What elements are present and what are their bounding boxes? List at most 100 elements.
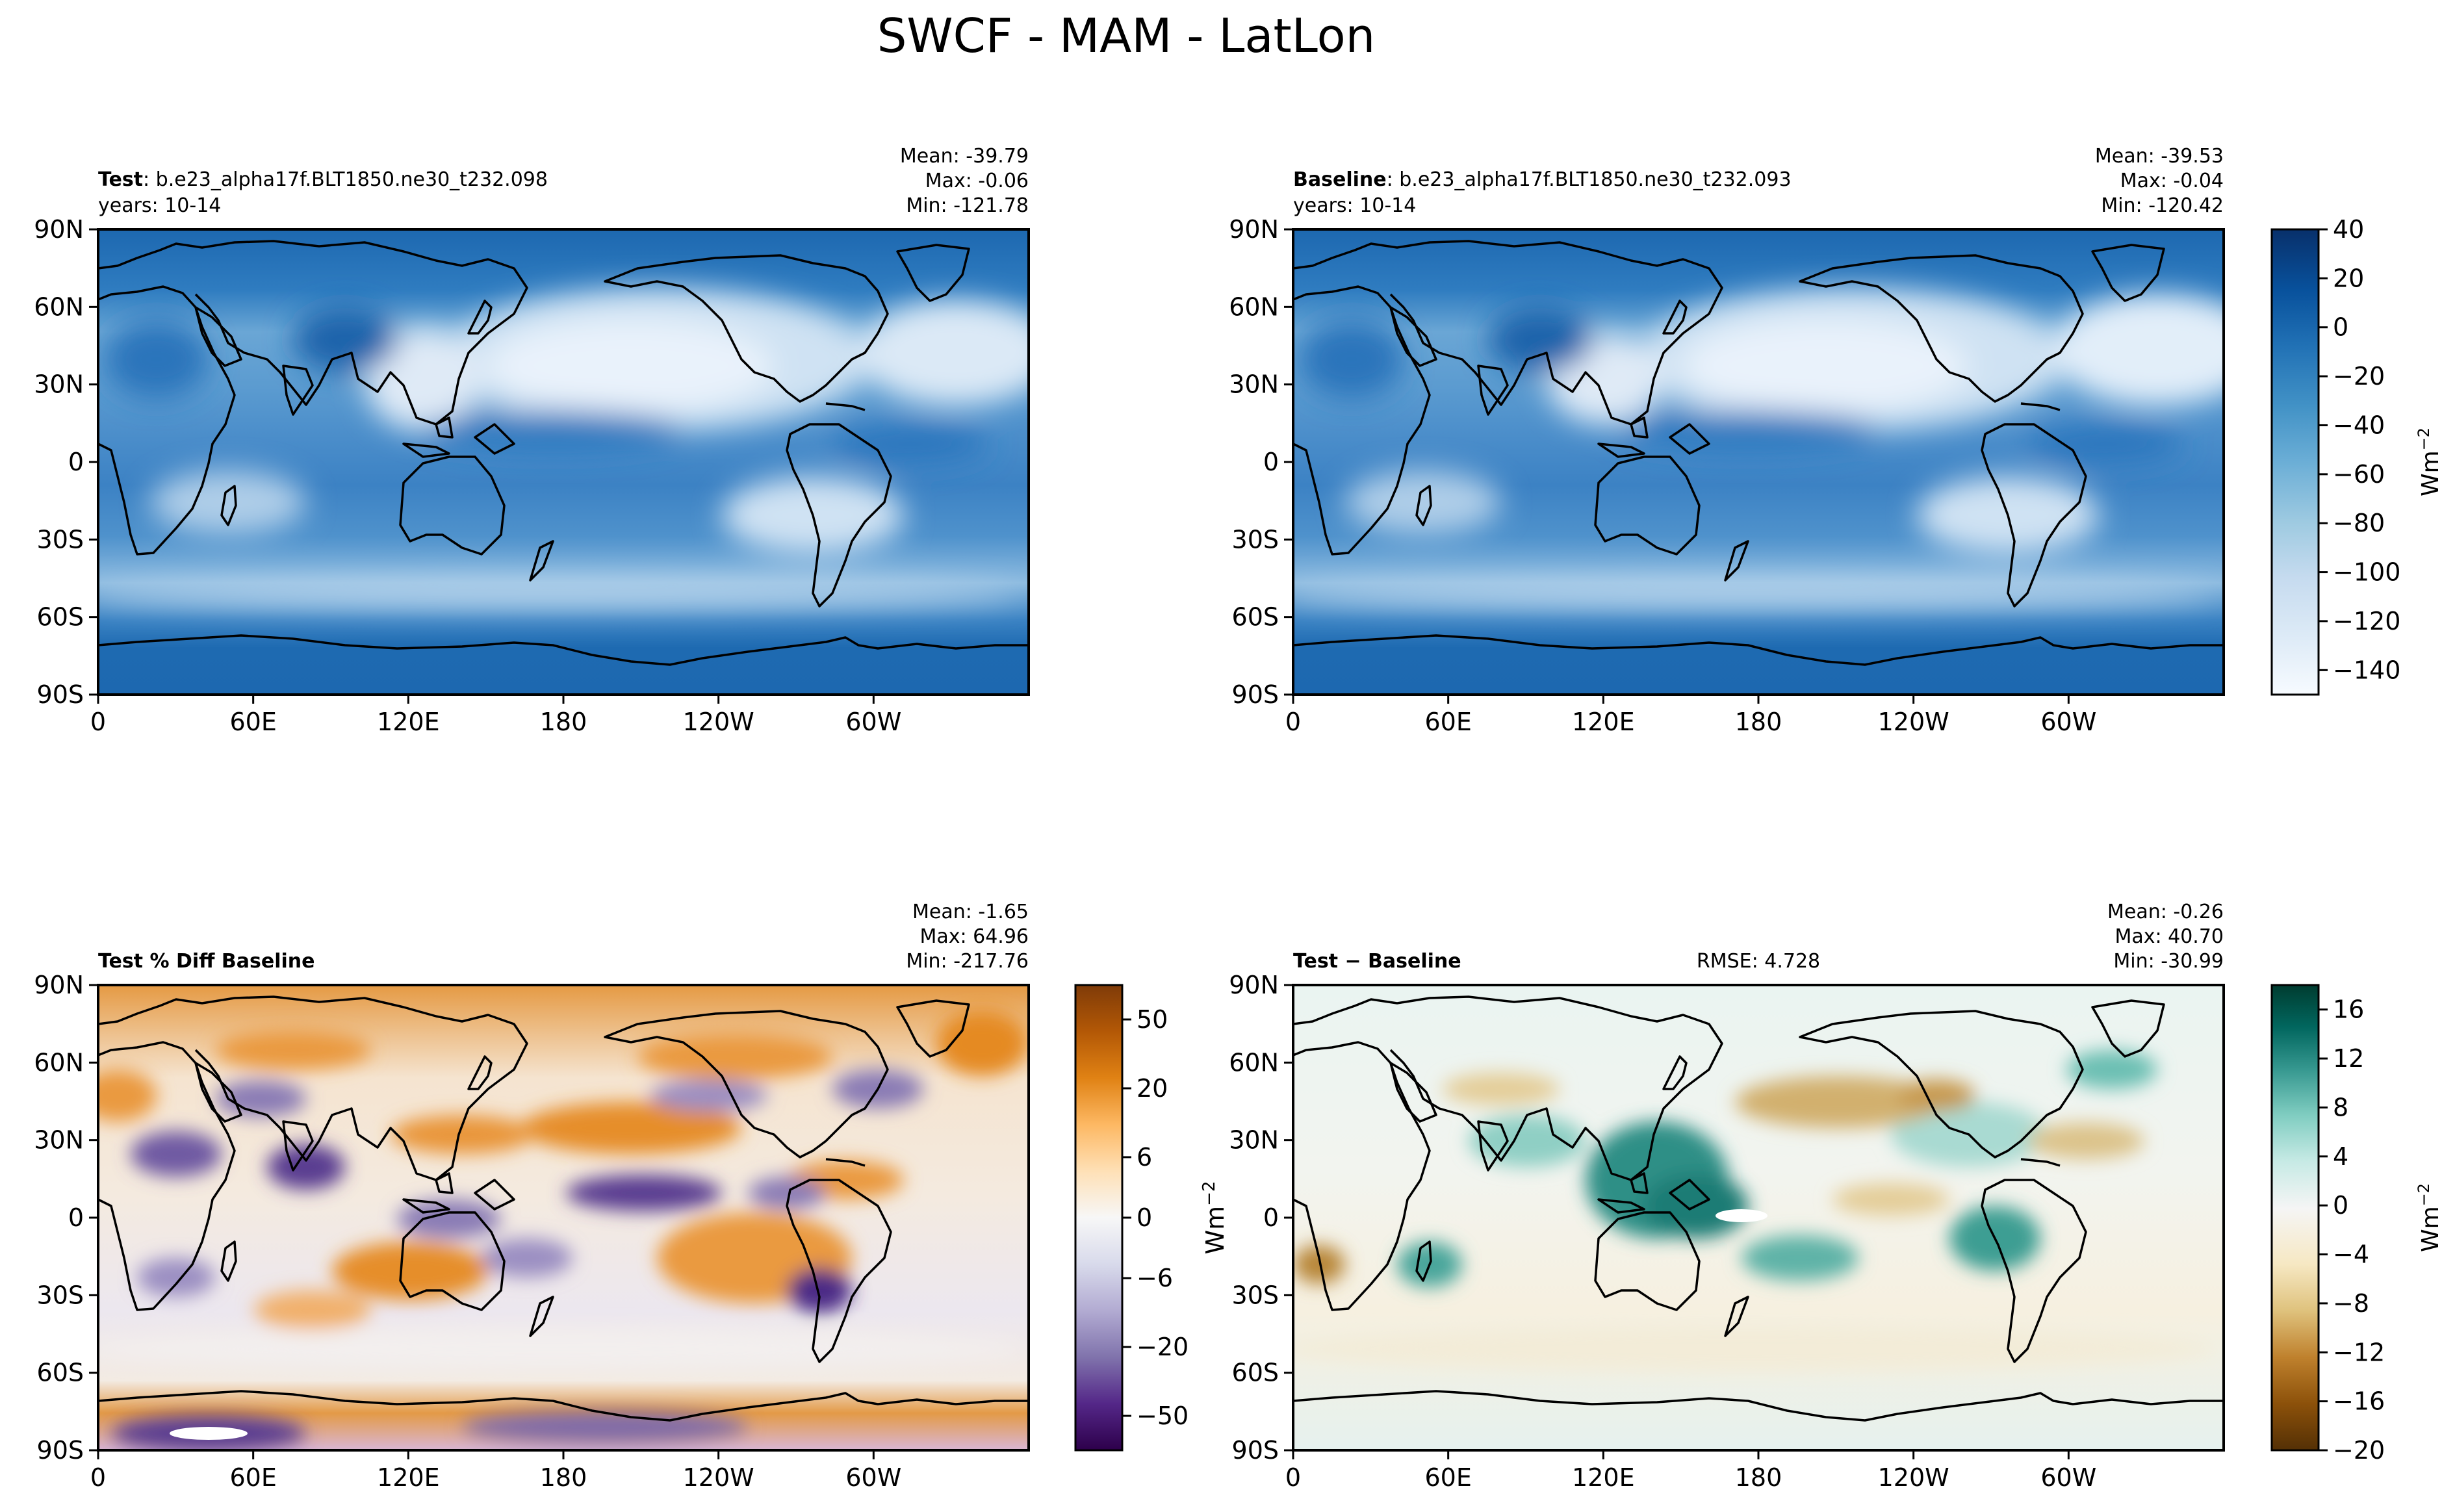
panel-pct-diff — [97, 984, 1030, 1452]
map-field-diff — [1293, 985, 2224, 1450]
y-tick-label-pct-diff: 90S — [37, 1436, 84, 1465]
colorbar-tick-label-baseline: −120 — [2333, 607, 2400, 635]
colorbar-tick-label-pct-diff: −20 — [1137, 1333, 1189, 1361]
y-tick-label-diff: 30S — [1232, 1281, 1279, 1309]
colorbar-tick-label-baseline: −100 — [2333, 558, 2400, 587]
x-tick-label-diff: 60E — [1424, 1463, 1471, 1492]
y-tick-label-test: 30S — [37, 525, 84, 554]
x-tick-label-test: 180 — [540, 708, 587, 736]
y-tick-label-test: 60S — [37, 603, 84, 632]
y-tick-label-test: 90N — [34, 215, 84, 244]
baseline-years: years: 10-14 — [1293, 194, 1416, 217]
map-field-baseline — [1293, 229, 2224, 695]
panel-diff — [1292, 984, 2225, 1452]
x-tick-label-baseline: 120E — [1572, 708, 1635, 736]
colorbar-tick-label-diff: −8 — [2333, 1289, 2369, 1318]
test-mean: Mean: -39.79 — [900, 145, 1029, 168]
x-tick-label-baseline: 60W — [2040, 708, 2096, 736]
colorbar-tick-label-diff: −20 — [2333, 1436, 2385, 1465]
x-tick-label-diff: 180 — [1735, 1463, 1782, 1492]
colorbar-tick-label-diff: 0 — [2333, 1191, 2348, 1220]
colorbar-pct-diff: 50 20 6 0 −6 −20 −50 — [1074, 984, 1189, 1452]
y-tick-label-baseline: 90S — [1232, 680, 1279, 709]
test-years: years: 10-14 — [98, 194, 221, 217]
diff-mean: Mean: -0.26 — [2107, 901, 2224, 923]
figure-title: SWCF - MAM - LatLon — [877, 8, 1376, 63]
pct-diff-max: Max: 64.96 — [919, 925, 1029, 948]
test-max: Max: -0.06 — [925, 170, 1029, 192]
colorbar-diff-label: Wm−2 — [2415, 1183, 2444, 1252]
x-tick-label-test: 120W — [683, 708, 754, 736]
x-tick-label-test: 60W — [845, 708, 901, 736]
colorbar-tick-label-diff: −4 — [2333, 1240, 2369, 1269]
y-tick-label-test: 90S — [37, 680, 84, 709]
colorbar-tick-label-diff: 12 — [2333, 1044, 2364, 1073]
colorbar-diff: 16 12 8 4 0 −4 −8 −12 −16 −20 Wm−2 — [2270, 984, 2444, 1465]
pct-diff-title: Test % Diff Baseline — [98, 950, 315, 973]
x-tick-label-pct-diff: 0 — [90, 1463, 106, 1492]
x-tick-label-pct-diff: 120W — [683, 1463, 754, 1492]
colorbar-tick-label-baseline: −80 — [2333, 509, 2385, 537]
panel-test — [97, 228, 1030, 696]
colorbar-tick-label-pct-diff: 6 — [1137, 1143, 1152, 1172]
y-tick-label-test: 30N — [34, 370, 84, 399]
test-title: Test: b.e23_alpha17f.BLT1850.ne30_t232.0… — [98, 168, 548, 191]
colorbar-tick-label-baseline: −40 — [2333, 411, 2385, 439]
diff-min: Min: -30.99 — [2113, 950, 2224, 973]
colorbar-tick-label-pct-diff: −6 — [1137, 1264, 1173, 1292]
test-min: Min: -121.78 — [906, 194, 1029, 217]
y-tick-label-diff: 60N — [1229, 1048, 1279, 1077]
map-field-test — [98, 229, 1029, 695]
x-tick-label-diff: 120W — [1878, 1463, 1949, 1492]
x-tick-label-baseline: 120W — [1878, 708, 1949, 736]
colorbar-tick-label-pct-diff: 50 — [1137, 1005, 1168, 1034]
y-tick-label-baseline: 30S — [1232, 525, 1279, 554]
diff-title: Test − Baseline — [1293, 950, 1461, 973]
diff-rmse: RMSE: 4.728 — [1697, 950, 1820, 973]
diff-y-axis-label: Wm−2 — [1200, 1181, 1229, 1255]
test-title-bold: Test — [98, 168, 143, 191]
y-tick-label-pct-diff: 30N — [34, 1126, 84, 1155]
colorbar-tick-label-pct-diff: −50 — [1137, 1402, 1189, 1430]
x-tick-label-pct-diff: 120E — [377, 1463, 440, 1492]
pct-diff-min: Min: -217.76 — [906, 950, 1029, 973]
y-tick-label-diff: 90N — [1229, 971, 1279, 999]
x-tick-label-baseline: 0 — [1285, 708, 1301, 736]
colorbar-tick-label-baseline: −20 — [2333, 362, 2385, 391]
colorbar-tick-label-pct-diff: 0 — [1137, 1203, 1152, 1232]
colorbar-tick-label-baseline: −60 — [2333, 460, 2385, 489]
colorbar-baseline-label: Wm−2 — [2415, 428, 2444, 496]
baseline-min: Min: -120.42 — [2101, 194, 2224, 217]
colorbar-tick-label-baseline: −140 — [2333, 656, 2400, 684]
y-tick-label-baseline: 90N — [1229, 215, 1279, 244]
diff-max: Max: 40.70 — [2114, 925, 2224, 948]
baseline-max: Max: -0.04 — [2120, 170, 2224, 192]
y-tick-label-baseline: 60S — [1232, 603, 1279, 632]
baseline-title: Baseline: b.e23_alpha17f.BLT1850.ne30_t2… — [1293, 168, 1792, 191]
colorbar-tick-label-diff: −12 — [2333, 1338, 2385, 1366]
y-tick-label-diff: 90S — [1232, 1436, 1279, 1465]
x-tick-label-pct-diff: 60E — [229, 1463, 276, 1492]
colorbar-tick-label-pct-diff: 20 — [1137, 1074, 1168, 1103]
x-tick-label-diff: 60W — [2040, 1463, 2096, 1492]
x-tick-label-baseline: 180 — [1735, 708, 1782, 736]
x-tick-label-diff: 120E — [1572, 1463, 1635, 1492]
y-tick-label-pct-diff: 90N — [34, 971, 84, 999]
x-tick-label-baseline: 60E — [1424, 708, 1471, 736]
x-tick-label-pct-diff: 60W — [845, 1463, 901, 1492]
y-tick-label-pct-diff: 0 — [68, 1203, 84, 1232]
y-tick-label-diff: 60S — [1232, 1359, 1279, 1387]
colorbar-tick-label-baseline: 20 — [2333, 264, 2364, 292]
y-tick-label-test: 0 — [68, 448, 84, 476]
colorbar-tick-label-diff: 8 — [2333, 1093, 2348, 1121]
y-tick-label-diff: 0 — [1263, 1203, 1279, 1232]
x-tick-label-test: 60E — [229, 708, 276, 736]
y-tick-label-pct-diff: 30S — [37, 1281, 84, 1309]
baseline-title-bold: Baseline — [1293, 168, 1387, 191]
x-tick-label-test: 120E — [377, 708, 440, 736]
pct-diff-mean: Mean: -1.65 — [912, 901, 1029, 923]
y-tick-label-pct-diff: 60N — [34, 1048, 84, 1077]
map-field-pct-diff — [98, 985, 1029, 1450]
y-tick-label-baseline: 0 — [1263, 448, 1279, 476]
